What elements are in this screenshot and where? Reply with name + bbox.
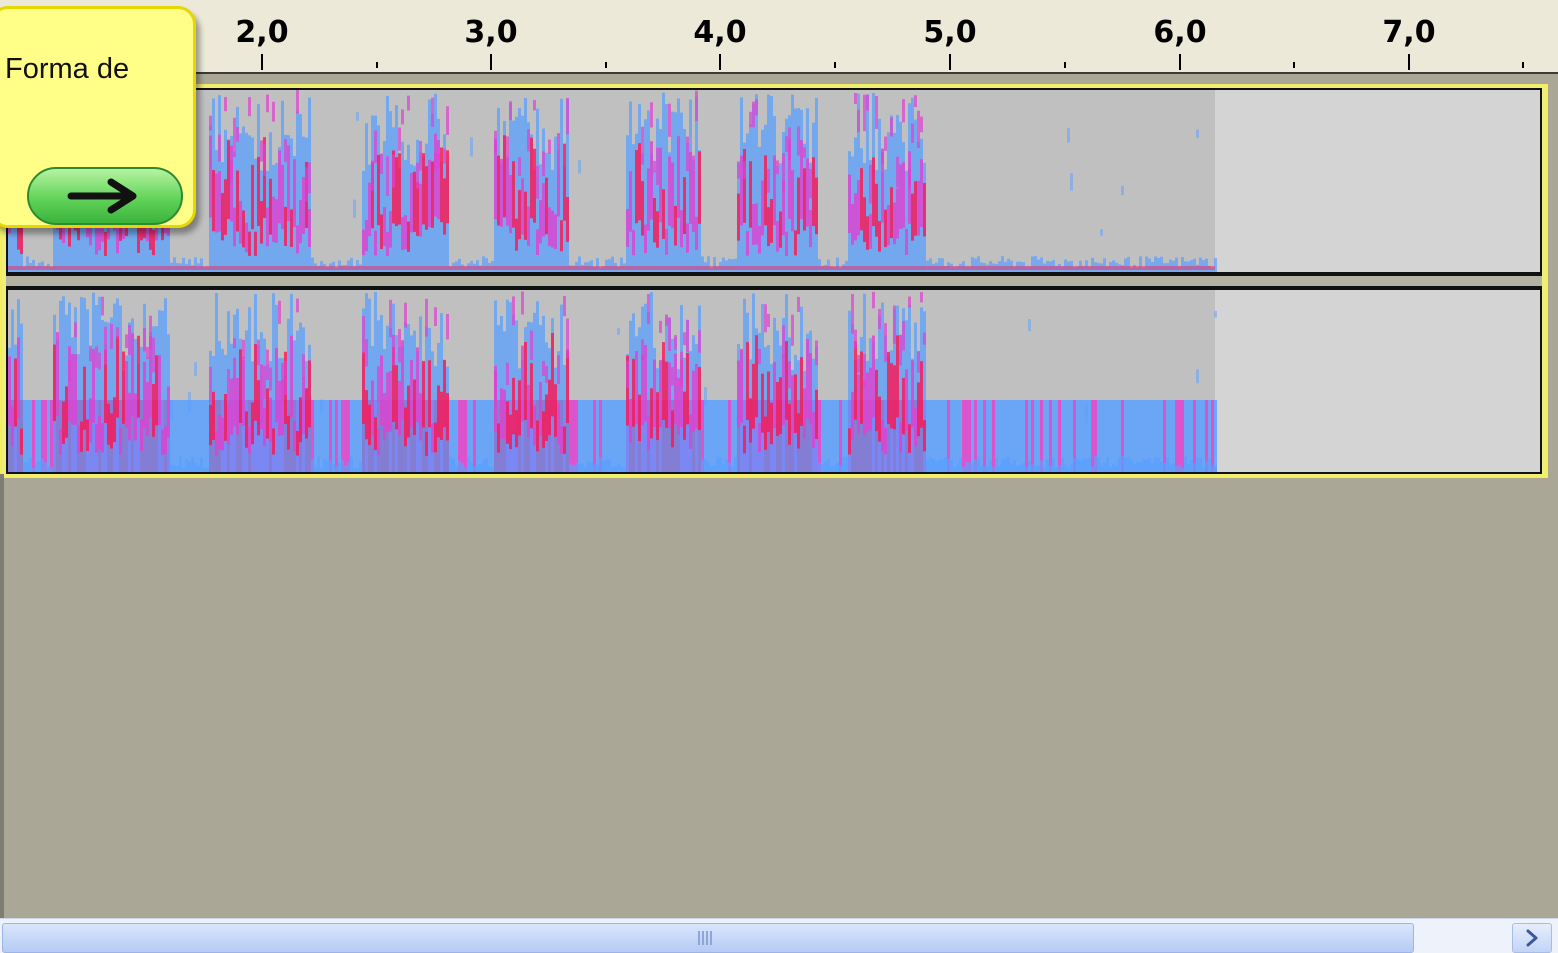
ruler-label-4: 4,0: [693, 15, 747, 50]
track-area[interactable]: [0, 74, 1558, 918]
scrollbar-thumb[interactable]: [2, 923, 1414, 953]
window-edge: [0, 474, 4, 918]
scroll-right-button[interactable]: [1512, 923, 1552, 953]
timeline-ruler[interactable]: 2,0 3,0 4,0 5,0 6,0 7,0: [0, 0, 1558, 74]
arrow-right-icon: [67, 178, 137, 214]
ruler-minor-tick: [834, 62, 836, 68]
ruler-major-tick: [1408, 54, 1410, 70]
ruler-label-6: 6,0: [1153, 15, 1207, 50]
spectrogram-channel-left[interactable]: [6, 88, 1542, 274]
grip-icon: [698, 931, 718, 945]
ruler-major-tick: [261, 54, 263, 70]
ruler-label-5: 5,0: [923, 15, 977, 50]
horizontal-scrollbar[interactable]: [0, 918, 1558, 953]
ruler-minor-tick: [605, 62, 607, 68]
spectrogram-left: [8, 90, 1540, 272]
spectrogram-channel-right[interactable]: [6, 288, 1542, 474]
tooltip-next-button[interactable]: [27, 167, 183, 225]
audio-track[interactable]: [0, 84, 1548, 478]
tooltip-text: Forma de: [5, 53, 130, 85]
ruler-minor-tick: [1064, 62, 1066, 68]
tooltip-balloon: Forma de: [0, 6, 196, 228]
ruler-label-2: 2,0: [235, 15, 289, 50]
ruler-label-7: 7,0: [1382, 15, 1436, 50]
ruler-major-tick: [949, 54, 951, 70]
ruler-major-tick: [719, 54, 721, 70]
ruler-minor-tick: [1522, 62, 1524, 68]
spectrogram-right: [8, 290, 1540, 472]
ruler-label-3: 3,0: [464, 15, 518, 50]
ruler-major-tick: [490, 54, 492, 70]
channel-divider: [6, 274, 1542, 288]
ruler-minor-tick: [1293, 62, 1295, 68]
chevron-right-icon: [1526, 929, 1538, 947]
ruler-minor-tick: [376, 62, 378, 68]
ruler-major-tick: [1179, 54, 1181, 70]
